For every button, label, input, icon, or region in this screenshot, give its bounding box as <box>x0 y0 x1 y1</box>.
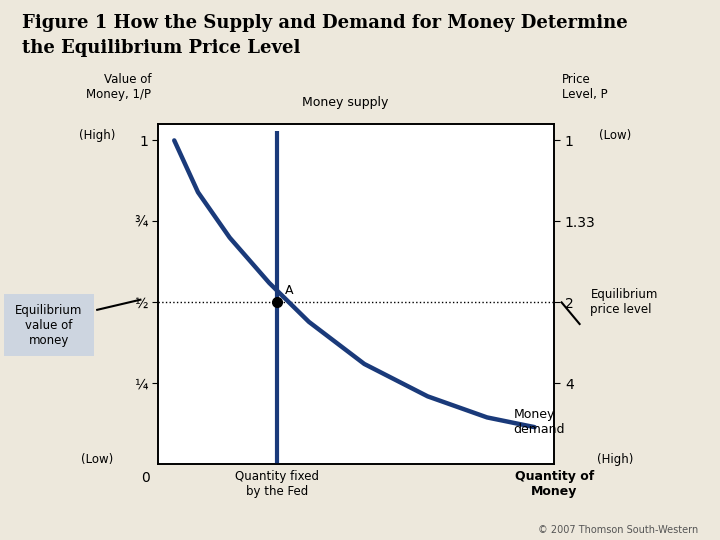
Text: Price
Level, P: Price Level, P <box>562 73 607 101</box>
Text: Equilibrium
price level: Equilibrium price level <box>590 288 658 316</box>
Text: © 2007 Thomson South-Western: © 2007 Thomson South-Western <box>538 524 698 535</box>
Text: (Low): (Low) <box>81 453 113 465</box>
Text: A: A <box>285 284 294 298</box>
Text: Quantity fixed
by the Fed: Quantity fixed by the Fed <box>235 470 319 498</box>
Text: the Equilibrium Price Level: the Equilibrium Price Level <box>22 39 300 57</box>
Text: (Low): (Low) <box>600 129 631 141</box>
Text: (High): (High) <box>598 453 634 465</box>
Text: Equilibrium
value of
money: Equilibrium value of money <box>15 304 82 347</box>
Text: Money supply: Money supply <box>302 96 389 109</box>
Text: (High): (High) <box>79 129 115 141</box>
Text: Quantity of
Money: Quantity of Money <box>515 470 594 498</box>
Text: Figure 1 How the Supply and Demand for Money Determine: Figure 1 How the Supply and Demand for M… <box>22 14 627 31</box>
Text: Value of
Money, 1/P: Value of Money, 1/P <box>86 73 151 101</box>
Text: Money
demand: Money demand <box>514 408 565 436</box>
Text: 0: 0 <box>141 471 150 485</box>
